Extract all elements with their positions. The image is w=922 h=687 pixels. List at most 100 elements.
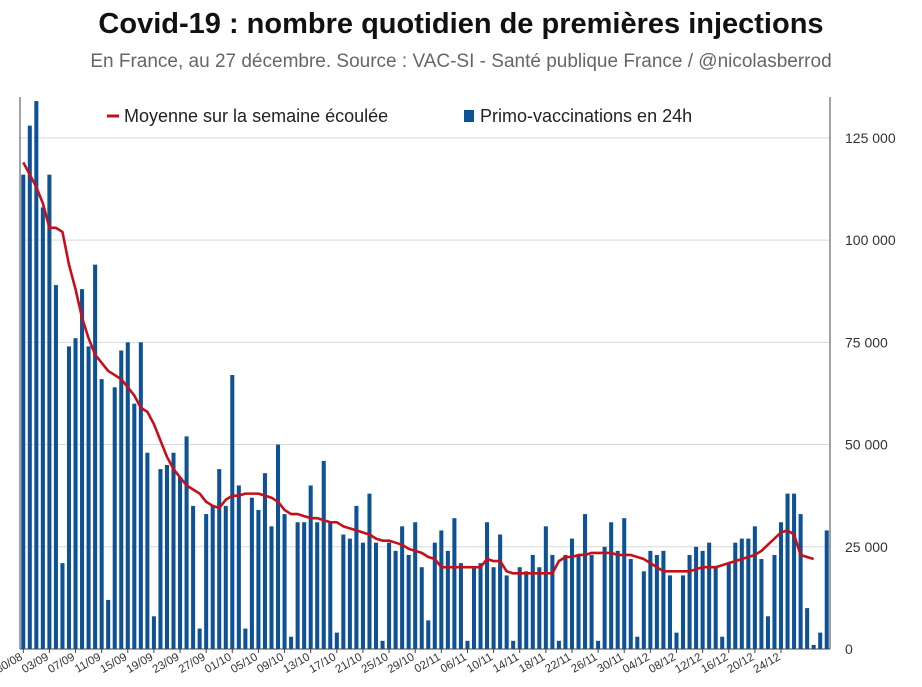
bar bbox=[406, 554, 411, 649]
bar bbox=[328, 522, 333, 649]
bar bbox=[80, 289, 85, 649]
bar bbox=[256, 509, 261, 649]
x-tick-label: 19/09 bbox=[124, 651, 155, 676]
bar bbox=[778, 522, 784, 649]
bar bbox=[687, 554, 692, 649]
bar bbox=[40, 207, 45, 649]
bar bbox=[21, 174, 26, 649]
bar bbox=[733, 542, 738, 649]
y-tick-label: 25 000 bbox=[845, 539, 888, 555]
legend: Moyenne sur la semaine écoulée Primo-vac… bbox=[107, 106, 692, 126]
bar bbox=[347, 538, 352, 649]
bar bbox=[805, 608, 810, 649]
x-tick-label: 10/11 bbox=[465, 651, 495, 675]
bar bbox=[471, 567, 477, 649]
bar bbox=[34, 101, 39, 650]
bar bbox=[504, 575, 509, 649]
bar bbox=[367, 493, 372, 649]
x-tick-label: 14/11 bbox=[491, 651, 521, 675]
x-tick-label: 17/10 bbox=[307, 651, 338, 676]
bar bbox=[596, 640, 601, 649]
bar bbox=[204, 514, 209, 649]
x-tick-label: 21/10 bbox=[334, 651, 365, 676]
bar bbox=[759, 559, 764, 649]
bar bbox=[785, 493, 790, 649]
bar bbox=[178, 477, 183, 649]
bar bbox=[550, 554, 555, 649]
bar bbox=[400, 526, 405, 649]
bar bbox=[609, 522, 614, 649]
bar bbox=[524, 571, 529, 649]
bar bbox=[772, 554, 777, 649]
bar bbox=[321, 460, 326, 649]
x-tick-label: 11/09 bbox=[73, 651, 103, 675]
bar bbox=[628, 559, 633, 649]
bar bbox=[439, 530, 444, 649]
x-tick-label: 16/12 bbox=[699, 651, 730, 676]
bar bbox=[380, 640, 385, 649]
bar bbox=[792, 493, 797, 649]
bar bbox=[138, 342, 143, 649]
bar bbox=[99, 379, 104, 649]
bar bbox=[289, 636, 294, 649]
bar bbox=[726, 563, 731, 649]
bar bbox=[465, 640, 470, 649]
bar bbox=[478, 563, 483, 649]
bar bbox=[498, 534, 503, 649]
bar bbox=[295, 522, 300, 649]
x-tick-label: 04/12 bbox=[621, 651, 652, 676]
bar bbox=[341, 534, 346, 649]
bar bbox=[354, 505, 359, 649]
bar bbox=[360, 542, 365, 649]
bar bbox=[93, 264, 98, 649]
bar bbox=[583, 514, 588, 649]
bar bbox=[622, 518, 627, 649]
y-tick-label: 50 000 bbox=[845, 437, 888, 453]
x-tick-label: 09/10 bbox=[255, 651, 286, 676]
x-tick-label: 05/10 bbox=[229, 651, 260, 676]
bar bbox=[635, 636, 640, 649]
bar bbox=[537, 567, 542, 649]
bar bbox=[589, 554, 594, 649]
x-tick-label: 29/10 bbox=[386, 651, 417, 676]
bar bbox=[694, 546, 699, 649]
bar bbox=[798, 514, 803, 649]
bar bbox=[171, 452, 176, 649]
legend-line-label: Moyenne sur la semaine écoulée bbox=[124, 106, 388, 126]
bar bbox=[667, 575, 672, 649]
x-tick-label: 24/12 bbox=[752, 651, 783, 676]
bar bbox=[452, 518, 457, 649]
bar bbox=[112, 387, 117, 649]
bar bbox=[334, 632, 339, 649]
bar bbox=[210, 505, 215, 649]
x-tick-label: 26/11 bbox=[569, 651, 599, 675]
bar bbox=[530, 554, 535, 649]
x-tick-label: 12/12 bbox=[673, 651, 704, 676]
bar bbox=[282, 514, 287, 649]
bar bbox=[164, 465, 169, 649]
y-tick-label: 125 000 bbox=[845, 130, 896, 146]
bar bbox=[824, 530, 829, 649]
x-tick-label: 06/11 bbox=[439, 651, 469, 675]
x-tick-label: 13/10 bbox=[281, 651, 312, 676]
bar bbox=[700, 550, 705, 649]
x-tick-label: 03/09 bbox=[20, 651, 51, 676]
bar bbox=[308, 485, 313, 649]
bar bbox=[485, 522, 490, 649]
bar bbox=[674, 632, 679, 649]
gridlines bbox=[20, 137, 830, 548]
bar bbox=[746, 538, 751, 649]
bar bbox=[491, 567, 496, 649]
bar bbox=[217, 469, 222, 649]
bar bbox=[752, 526, 757, 649]
average-line bbox=[22, 161, 815, 575]
bar bbox=[269, 526, 274, 649]
bar bbox=[648, 550, 653, 649]
bar bbox=[145, 452, 150, 649]
bar bbox=[243, 628, 248, 649]
bar bbox=[576, 554, 581, 649]
x-tick-label: 30/08 bbox=[0, 651, 25, 676]
bar bbox=[184, 436, 189, 649]
bar bbox=[432, 542, 437, 649]
